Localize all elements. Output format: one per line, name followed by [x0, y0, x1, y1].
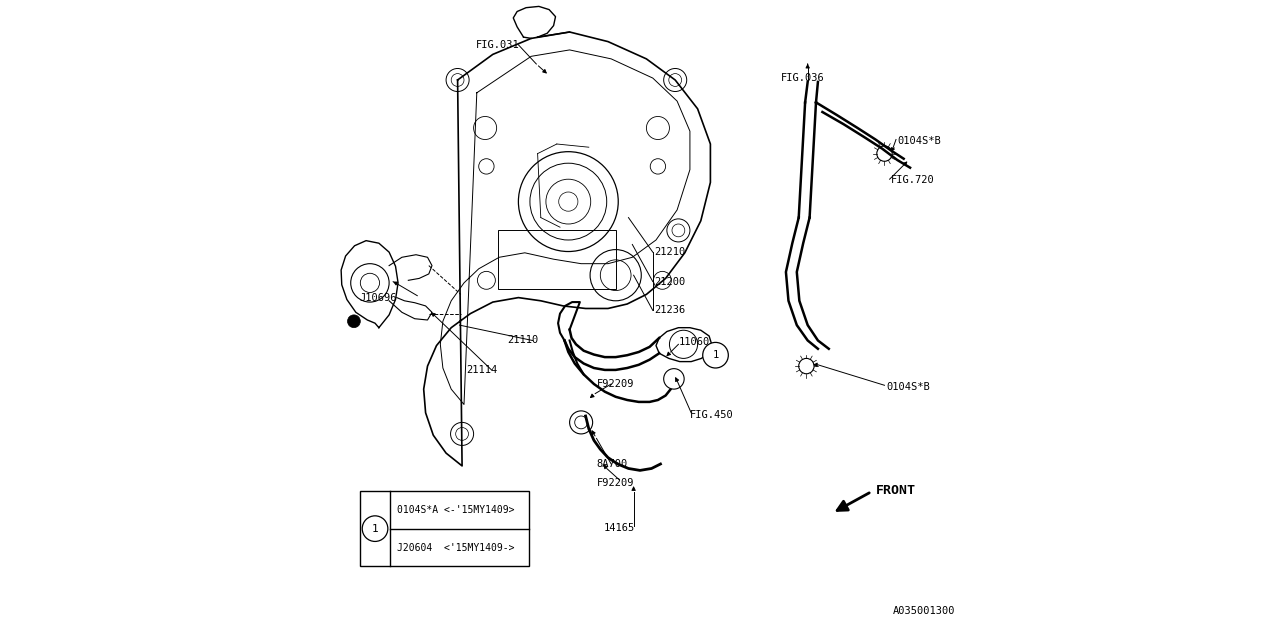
- Text: J20604  <'15MY1409->: J20604 <'15MY1409->: [397, 543, 515, 552]
- Text: 21110: 21110: [507, 335, 539, 346]
- Text: 11060: 11060: [678, 337, 709, 348]
- Text: A035001300: A035001300: [892, 605, 955, 616]
- Text: 21210: 21210: [654, 247, 685, 257]
- Circle shape: [664, 369, 685, 389]
- Text: F92209: F92209: [596, 477, 634, 488]
- Text: 1: 1: [371, 524, 379, 534]
- Text: FIG.031: FIG.031: [476, 40, 520, 50]
- Circle shape: [348, 315, 361, 328]
- Text: F92209: F92209: [596, 379, 634, 389]
- Text: 14165: 14165: [604, 523, 635, 533]
- Text: FIG.450: FIG.450: [690, 410, 733, 420]
- Text: 21114: 21114: [466, 365, 497, 375]
- Text: 8A700: 8A700: [596, 459, 627, 469]
- Text: FIG.036: FIG.036: [781, 73, 826, 83]
- Text: 0104S*A <-'15MY1409>: 0104S*A <-'15MY1409>: [397, 505, 515, 515]
- Circle shape: [570, 411, 593, 434]
- Text: FRONT: FRONT: [876, 484, 915, 497]
- Text: 0104S*B: 0104S*B: [897, 136, 941, 146]
- Text: 1: 1: [713, 350, 718, 360]
- Bar: [498, 230, 617, 289]
- Circle shape: [362, 516, 388, 541]
- Bar: [360, 491, 530, 566]
- Text: 21200: 21200: [654, 276, 685, 287]
- Text: FIG.720: FIG.720: [891, 175, 934, 186]
- Text: 0104S*B: 0104S*B: [886, 382, 931, 392]
- Text: J10696: J10696: [360, 292, 397, 303]
- Circle shape: [703, 342, 728, 368]
- Text: 21236: 21236: [654, 305, 685, 316]
